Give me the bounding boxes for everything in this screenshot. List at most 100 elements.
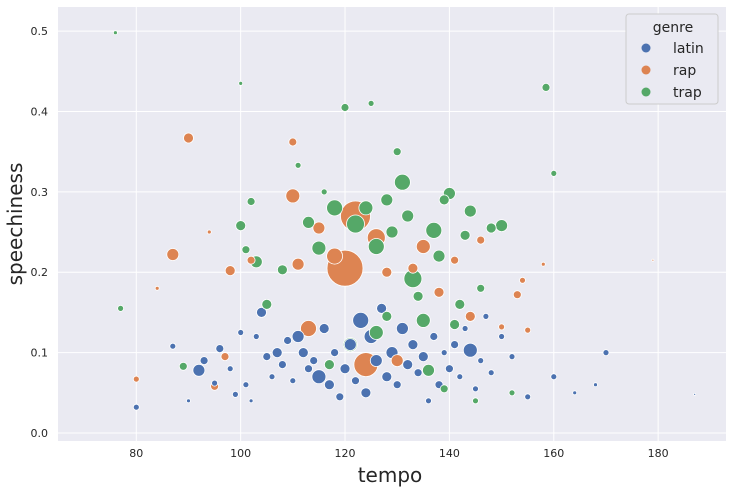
point-rap xyxy=(183,132,194,144)
point-trap xyxy=(495,219,509,233)
legend-label-trap: trap xyxy=(673,85,702,101)
point-rap xyxy=(512,290,522,300)
point-latin xyxy=(132,403,140,411)
point-latin xyxy=(323,379,335,391)
point-trap xyxy=(294,161,302,169)
point-latin xyxy=(268,373,276,381)
point-trap xyxy=(323,359,335,371)
point-trap xyxy=(367,238,385,255)
point-trap xyxy=(367,100,375,107)
point-latin xyxy=(339,363,351,375)
point-latin xyxy=(283,336,293,345)
y-tick-labels: 0.0 0.1 0.2 0.3 0.4 0.5 xyxy=(31,25,49,440)
point-trap xyxy=(454,298,466,310)
legend-marker-latin xyxy=(641,43,651,53)
point-trap xyxy=(439,384,449,394)
y-tick-label: 0.3 xyxy=(31,186,49,199)
point-trap xyxy=(340,103,350,112)
point-trap xyxy=(238,81,244,86)
point-trap xyxy=(178,361,188,371)
point-trap xyxy=(541,83,551,92)
data-points xyxy=(113,30,697,411)
point-latin xyxy=(461,325,469,332)
point-trap xyxy=(385,225,399,239)
point-latin xyxy=(330,348,340,358)
point-latin xyxy=(242,381,250,389)
point-trap xyxy=(393,173,411,191)
point-rap xyxy=(326,247,344,265)
point-rap xyxy=(390,354,404,368)
point-latin xyxy=(215,344,225,354)
point-trap xyxy=(302,215,315,229)
point-trap xyxy=(241,245,251,255)
point-latin xyxy=(192,363,206,377)
point-latin xyxy=(450,340,460,350)
point-trap xyxy=(261,298,273,310)
legend-box xyxy=(625,13,719,105)
point-latin xyxy=(252,333,260,340)
point-trap xyxy=(415,312,431,328)
point-latin xyxy=(456,373,464,381)
point-rap xyxy=(224,265,236,277)
point-latin xyxy=(693,392,697,396)
point-latin xyxy=(524,393,532,401)
legend: genre latin rap trap xyxy=(625,13,719,105)
y-tick-label: 0.5 xyxy=(31,25,49,38)
y-tick-label: 0.2 xyxy=(31,266,49,279)
point-latin xyxy=(199,356,209,366)
point-latin xyxy=(289,377,297,385)
plot-background xyxy=(58,7,726,441)
point-trap xyxy=(380,193,394,207)
point-latin xyxy=(256,306,267,318)
point-rap xyxy=(498,323,506,331)
point-rap xyxy=(288,137,298,147)
point-trap xyxy=(472,397,479,405)
point-trap xyxy=(368,325,384,340)
point-trap xyxy=(113,30,118,36)
point-trap xyxy=(392,147,402,157)
point-rap xyxy=(433,286,445,298)
x-axis-label: tempo xyxy=(358,463,423,487)
x-tick-label: 140 xyxy=(439,447,460,460)
x-tick-labels: 80 100 120 140 160 180 xyxy=(129,447,668,460)
point-rap xyxy=(464,310,476,322)
point-trap xyxy=(235,220,247,232)
point-trap xyxy=(432,249,446,263)
point-rap xyxy=(300,320,317,337)
point-trap xyxy=(117,304,124,312)
point-latin xyxy=(297,347,309,359)
point-latin xyxy=(572,390,578,396)
point-trap xyxy=(276,264,288,276)
point-latin xyxy=(417,351,429,363)
point-rap xyxy=(524,326,532,334)
point-latin xyxy=(186,398,191,404)
point-latin xyxy=(462,342,478,358)
point-trap xyxy=(550,169,558,177)
point-trap xyxy=(358,200,374,216)
point-rap xyxy=(285,188,301,204)
point-latin xyxy=(477,357,485,365)
point-trap xyxy=(476,283,486,293)
point-rap xyxy=(407,262,419,274)
point-latin xyxy=(593,382,598,388)
point-latin xyxy=(376,302,388,314)
point-trap xyxy=(311,240,327,256)
point-latin xyxy=(392,380,402,390)
point-rap xyxy=(540,261,546,267)
point-latin xyxy=(311,369,327,385)
point-latin xyxy=(248,398,254,404)
point-trap xyxy=(438,194,450,206)
point-latin xyxy=(169,342,177,350)
x-tick-label: 100 xyxy=(230,447,251,460)
point-rap xyxy=(381,266,393,278)
point-trap xyxy=(485,222,497,234)
point-latin xyxy=(487,369,495,377)
point-latin xyxy=(304,364,313,374)
point-latin xyxy=(291,330,305,343)
point-rap xyxy=(312,221,326,235)
point-latin xyxy=(440,349,448,357)
point-latin xyxy=(402,359,414,371)
point-trap xyxy=(326,199,344,217)
point-rap xyxy=(246,255,256,265)
